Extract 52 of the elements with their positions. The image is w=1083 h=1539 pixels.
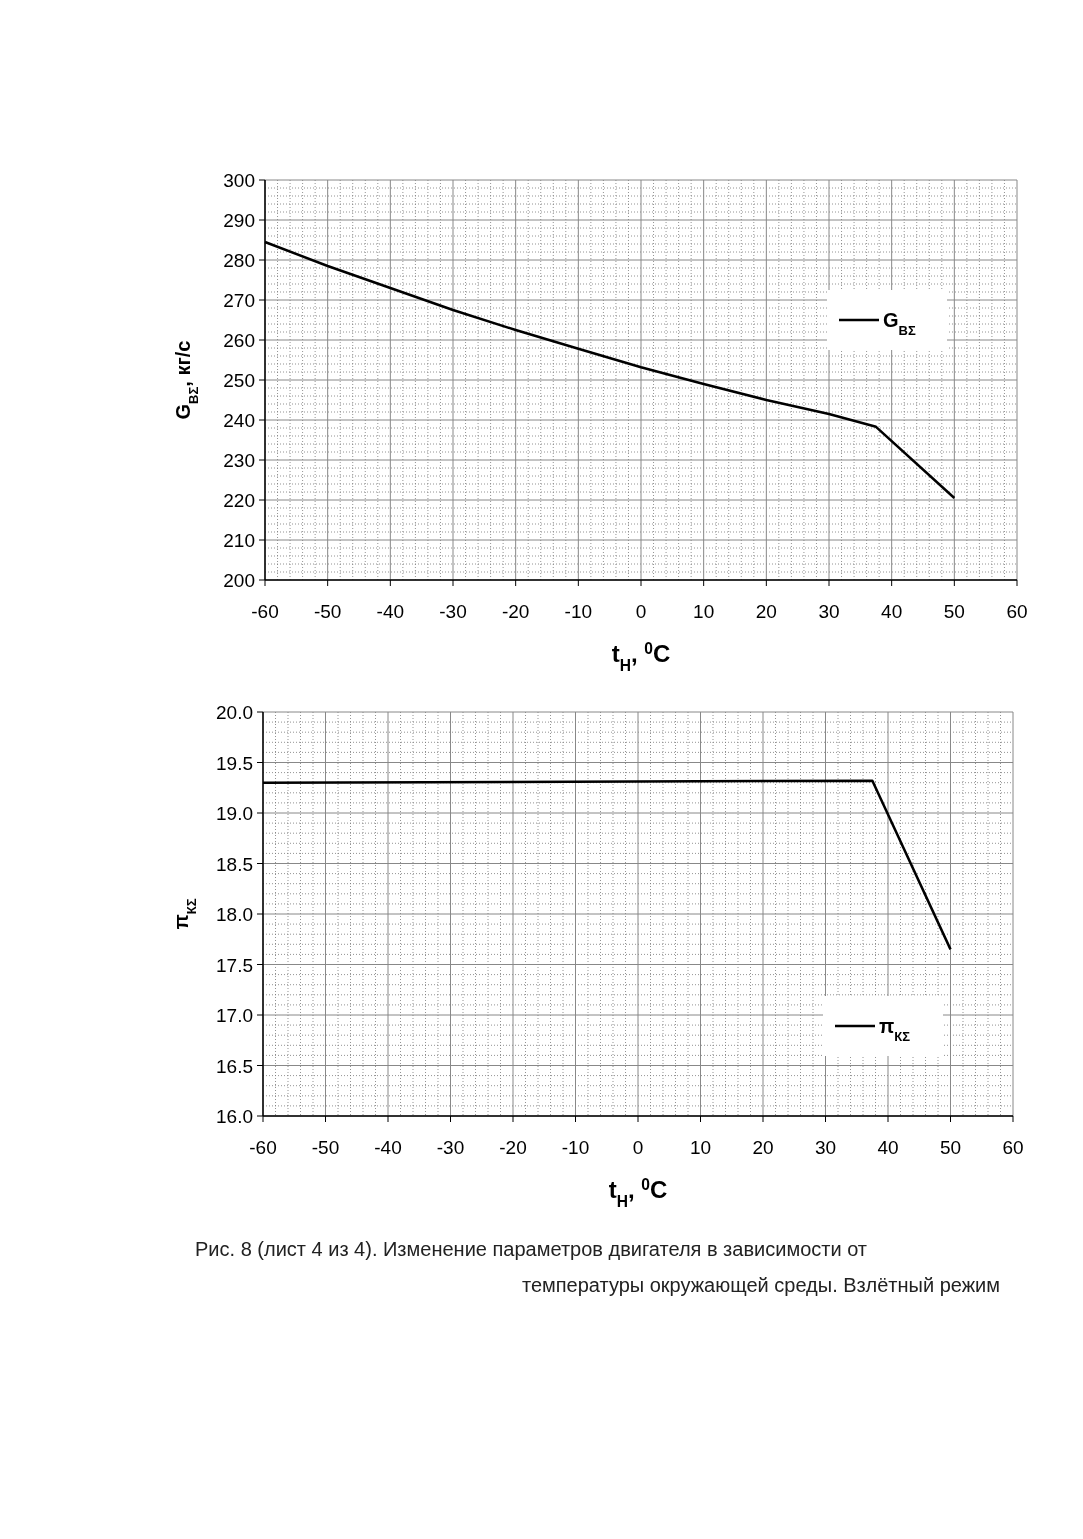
x-tick-label: -50 [313, 601, 342, 622]
y-tick-label: 19.5 [216, 752, 253, 774]
x-tick-label: -50 [311, 1137, 340, 1158]
x-tick-label: -30 [436, 1137, 465, 1158]
x-tick-label: -20 [501, 601, 530, 622]
y-tick-label: 18.5 [216, 853, 253, 875]
x-axis-title: t$_{Н}$, $^{0}$С [608, 1175, 668, 1210]
y-tick-label: 250 [223, 370, 255, 391]
x-tick-label: 60 [1002, 1137, 1024, 1158]
x-tick-label: -60 [251, 601, 279, 622]
legend-label: G$_{ВΣ}$ [883, 309, 916, 338]
x-tick-label: 60 [1006, 601, 1028, 622]
legend-label: π$_{КΣ}$ [879, 1015, 911, 1044]
x-tick-label: 0 [632, 1137, 644, 1158]
y-tick-label: 18.0 [216, 904, 253, 925]
y-tick-label: 16.0 [216, 1106, 253, 1127]
text: Рис. 8 (лист 4 из 4). Изменение параметров двигателя в зависимости от [195, 1238, 867, 1260]
x-tick-label: -10 [561, 1137, 590, 1158]
y-tick-label: 230 [223, 450, 255, 471]
x-tick-label: 50 [943, 601, 965, 622]
x-tick-label: 20 [755, 601, 777, 622]
y-tick-label: 270 [223, 290, 255, 311]
y-tick-label: 20.0 [216, 702, 253, 723]
x-axis-title: t$_{Н}$, $^{0}$С [611, 639, 671, 674]
x-tick-label: 10 [693, 601, 715, 622]
y-tick-label: 16.5 [216, 1055, 253, 1077]
y-tick-label: 210 [223, 530, 255, 551]
x-tick-label: 10 [689, 1137, 712, 1158]
y-tick-label: 300 [223, 170, 255, 191]
x-tick-label: 50 [939, 1137, 962, 1158]
y-tick-label: 220 [223, 490, 255, 511]
x-tick-label: 20 [752, 1137, 774, 1158]
x-tick-label: 0 [635, 601, 647, 622]
y-tick-label: 200 [223, 570, 255, 591]
text: температуры окружающей среды. Взлётный режим [521, 1274, 1000, 1296]
x-tick-label: 30 [818, 601, 840, 622]
y-tick-label: 280 [223, 250, 255, 271]
x-tick-label: -20 [499, 1137, 527, 1158]
x-tick-label: -60 [249, 1137, 277, 1158]
y-tick-label: 290 [223, 210, 255, 231]
x-tick-label: -10 [564, 601, 593, 622]
x-tick-label: -30 [439, 601, 467, 622]
x-tick-label: -40 [376, 601, 405, 622]
x-tick-label: 40 [881, 601, 903, 622]
x-tick-label: -40 [374, 1137, 402, 1158]
x-tick-label: 40 [877, 1137, 899, 1158]
x-tick-label: 30 [814, 1137, 837, 1158]
y-tick-label: 17.0 [216, 1005, 253, 1026]
y-tick-label: 17.5 [216, 954, 253, 976]
y-tick-label: 19.0 [216, 803, 253, 824]
y-tick-label: 260 [223, 330, 255, 351]
y-tick-label: 240 [223, 410, 255, 431]
